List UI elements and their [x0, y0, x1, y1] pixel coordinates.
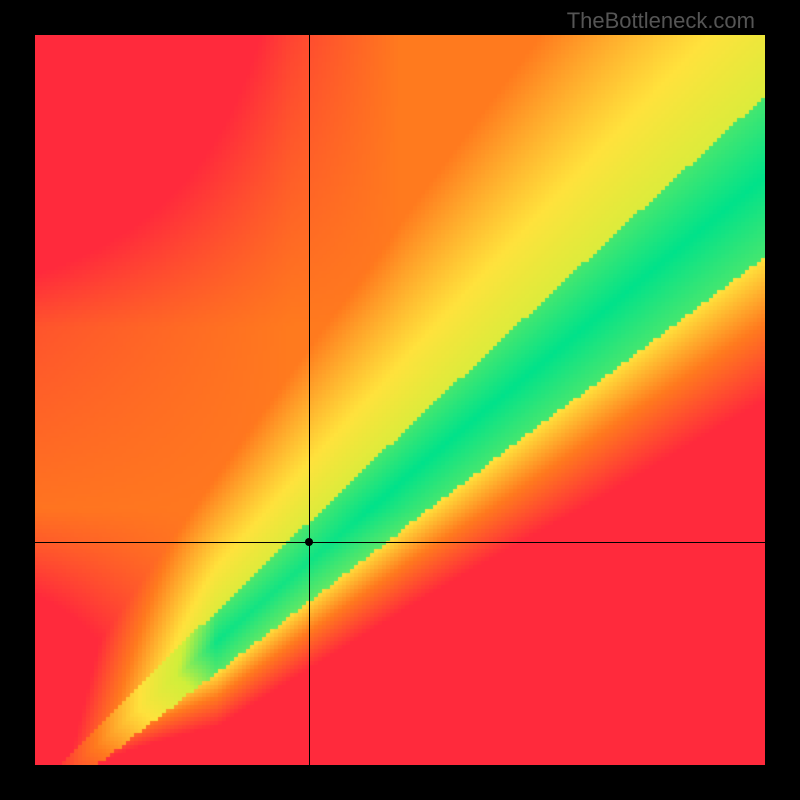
plot-frame: [35, 35, 765, 765]
crosshair-horizontal: [35, 542, 765, 543]
crosshair-vertical: [309, 35, 310, 765]
chart-container: TheBottleneck.com: [0, 0, 800, 800]
heatmap-canvas: [35, 35, 765, 765]
watermark-text: TheBottleneck.com: [567, 8, 755, 34]
marker-dot: [305, 538, 313, 546]
